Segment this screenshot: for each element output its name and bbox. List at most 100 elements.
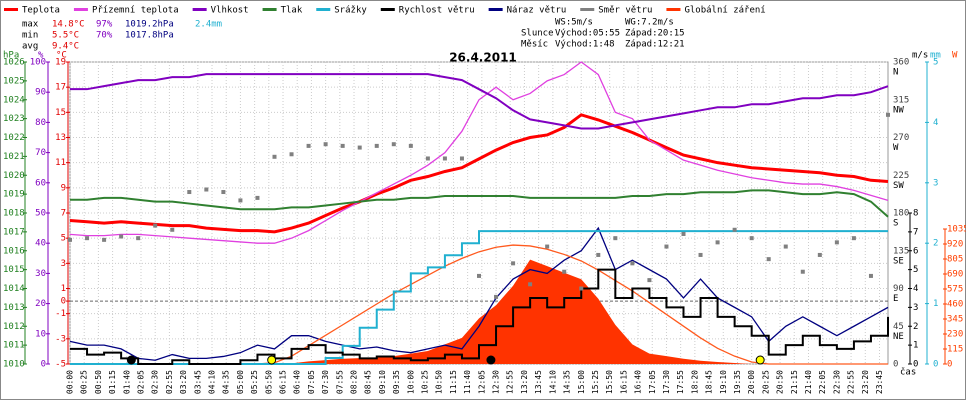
astro-text: Měsíc (521, 40, 548, 50)
compass-label: W (893, 143, 899, 153)
series-line (69, 113, 889, 234)
stat-text: 1017.8hPa (125, 31, 174, 41)
legend-swatch (380, 8, 395, 11)
wind-stat: WS:5m/s (555, 18, 593, 28)
direction-point (187, 190, 192, 195)
y-tick-label: 345 (947, 315, 963, 325)
axis-unit: % (38, 51, 44, 61)
chart-title: 26.4.2011 (449, 51, 517, 65)
direction-point (357, 145, 362, 150)
compass-label: SW (893, 181, 904, 191)
event-marker (126, 355, 136, 365)
legend-label: Směr větru (598, 6, 652, 16)
y-tick-label: 1014 (3, 284, 25, 294)
direction-point (442, 156, 447, 161)
y-tick-label: 3 (61, 259, 66, 269)
x-tick-label: 20:50 (776, 370, 785, 394)
y-tick-label: 225 (893, 171, 909, 181)
x-tick-label: 07:30 (321, 370, 330, 394)
legend-label: Tlak (281, 6, 303, 16)
direction-point (732, 227, 737, 232)
x-tick-label: 11:15 (449, 370, 458, 394)
x-tick-label: 15:25 (591, 370, 600, 394)
axis-unit: mm (930, 51, 941, 61)
y-tick-label: 1 (933, 299, 938, 309)
direction-point (868, 273, 873, 278)
y-tick-label: 1015 (3, 265, 25, 275)
y-tick-label: 135 (893, 246, 909, 256)
y-tick-label: 5 (61, 234, 66, 244)
y-tick-label: 690 (947, 270, 963, 280)
y-tick-label: 19 (55, 58, 66, 68)
direction-point (800, 269, 805, 274)
x-tick-label: 09:10 (378, 370, 387, 394)
legend-label: Přízemní teplota (92, 6, 179, 16)
y-tick-label: 17 (55, 83, 66, 93)
series-line (70, 73, 889, 130)
y-tick-label: 230 (947, 330, 963, 340)
y-tick-label: 1025 (3, 76, 25, 86)
legend-swatch (666, 8, 681, 11)
y-tick-label: 0 (41, 360, 46, 370)
y-tick-label: 5 (933, 58, 938, 68)
y-tick-label: 50 (35, 209, 46, 219)
y-tick-label: 40 (35, 239, 46, 249)
y-tick-label: 90 (893, 284, 904, 294)
direction-point (340, 143, 345, 148)
y-tick-label: 10 (35, 329, 46, 339)
x-tick-label: 10:50 (435, 370, 444, 394)
direction-point (545, 244, 550, 249)
y-tick-label: 3 (933, 178, 938, 188)
direction-point (817, 252, 822, 257)
x-tick-label: 13:20 (520, 370, 529, 394)
y-tick-label: 3 (913, 303, 918, 313)
y-tick-label: 1011 (3, 341, 25, 351)
direction-point (511, 261, 516, 266)
legend-swatch (73, 8, 88, 11)
x-tick-label: 08:20 (350, 370, 359, 394)
x-tick-label: 09:35 (392, 370, 401, 394)
legend-swatch (4, 8, 18, 11)
y-tick-label: 11 (55, 158, 66, 168)
x-tick-label: 18:20 (690, 370, 699, 394)
y-tick-label: 1012 (3, 322, 25, 332)
x-tick-label: 05:50 (264, 370, 273, 394)
y-tick-label: 1035 (947, 225, 966, 235)
direction-point (272, 154, 277, 159)
axis-unit: W (952, 51, 958, 61)
stat-text: 1019.2hPa (125, 20, 174, 30)
stat-text: 97% (96, 20, 113, 30)
direction-point (477, 273, 481, 278)
y-tick-label: 20 (35, 299, 46, 309)
y-tick-label: 0 (933, 360, 938, 370)
x-tick-label: 13:45 (534, 370, 543, 394)
x-tick-label: 22:55 (847, 370, 856, 394)
direction-point (596, 252, 601, 257)
stat-text: 9.4°C (52, 42, 79, 52)
compass-label: S (893, 219, 898, 229)
x-tick-label: 10:25 (421, 370, 430, 394)
direction-point (459, 156, 464, 161)
direction-point (851, 236, 856, 241)
legend-label: Globální záření (684, 6, 765, 16)
y-tick-label: 1016 (3, 246, 25, 256)
x-tick-label: 17:55 (676, 370, 685, 394)
y-tick-label: 100 (30, 58, 46, 68)
x-tick-label: 00:00 (66, 370, 75, 394)
direction-point (766, 257, 771, 262)
y-tick-label: -5 (55, 360, 66, 370)
x-tick-label: 00:50 (94, 370, 103, 394)
direction-point (425, 156, 430, 161)
compass-label: NE (893, 332, 904, 342)
y-tick-label: 70 (35, 148, 46, 158)
y-tick-label: 60 (35, 178, 46, 188)
x-tick-label: 04:35 (222, 370, 231, 394)
x-tick-label: 06:15 (279, 370, 288, 394)
direction-point (255, 195, 260, 200)
astro-text: Slunce (521, 29, 554, 39)
y-tick-label: 6 (913, 246, 918, 256)
direction-point (783, 244, 788, 249)
x-tick-label: 04:10 (208, 370, 217, 394)
x-tick-label: 06:40 (293, 370, 302, 394)
